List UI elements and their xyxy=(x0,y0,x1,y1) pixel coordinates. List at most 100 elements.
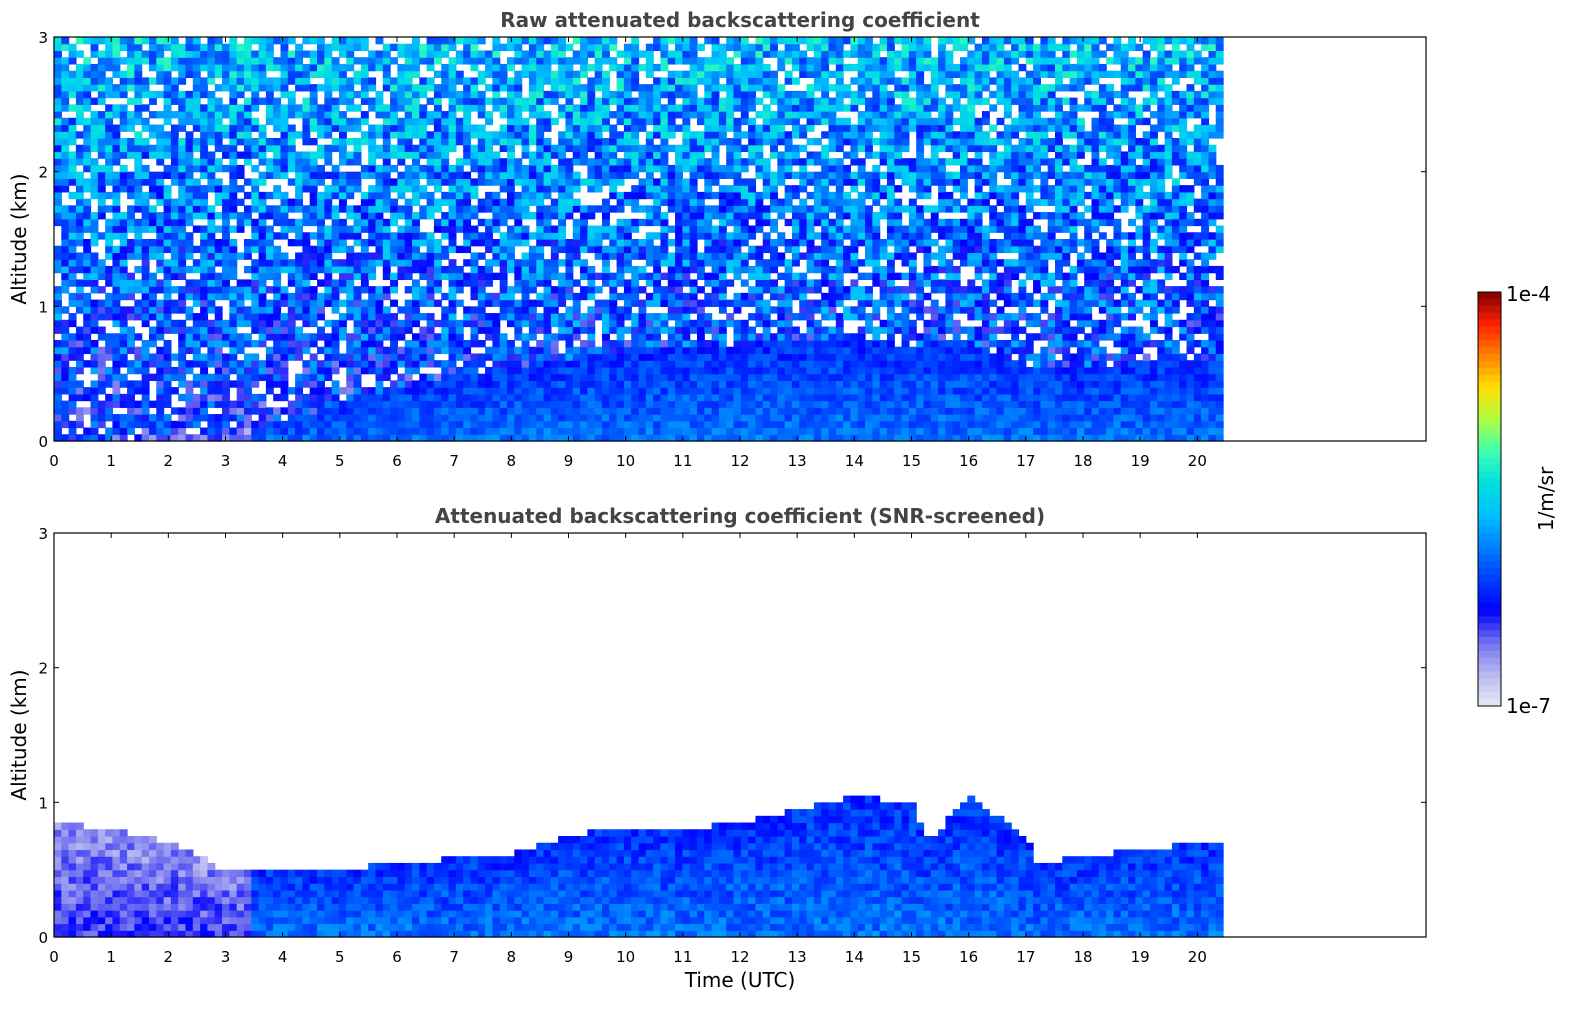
heatmap-cell xyxy=(61,400,70,408)
heatmap-cell xyxy=(492,353,501,361)
heatmap-cell xyxy=(112,84,121,92)
heatmap-cell xyxy=(295,232,304,240)
heatmap-cell xyxy=(317,57,325,65)
heatmap-cell xyxy=(309,104,318,112)
heatmap-cell xyxy=(565,164,574,173)
heatmap-cell xyxy=(631,63,640,72)
heatmap-cell xyxy=(222,164,230,173)
heatmap-cell xyxy=(61,151,70,159)
heatmap-cell xyxy=(368,340,377,348)
heatmap-cell xyxy=(711,400,720,408)
heatmap-cell xyxy=(528,124,537,132)
heatmap-cell xyxy=(229,252,238,260)
heatmap-cell xyxy=(412,171,420,179)
heatmap-cell xyxy=(704,299,713,307)
heatmap-cell xyxy=(485,333,493,341)
heatmap-cell xyxy=(543,191,552,200)
heatmap-cell xyxy=(609,353,618,361)
heatmap-cell xyxy=(565,306,574,314)
heatmap-cell xyxy=(83,138,92,146)
heatmap-cell xyxy=(258,225,267,233)
heatmap-cell xyxy=(485,97,493,105)
heatmap-cell xyxy=(426,171,435,179)
heatmap-cell xyxy=(441,346,450,355)
heatmap-cell xyxy=(200,77,209,85)
heatmap-cell xyxy=(594,306,603,314)
heatmap-cell xyxy=(127,43,135,52)
heatmap-cell xyxy=(499,427,508,435)
heatmap-cell xyxy=(229,333,238,341)
heatmap-cell xyxy=(477,292,486,301)
heatmap-cell xyxy=(119,37,128,45)
heatmap-cell xyxy=(360,346,369,355)
heatmap-cell xyxy=(273,333,282,341)
heatmap-cell xyxy=(331,205,340,213)
heatmap-cell xyxy=(265,57,274,65)
heatmap-cell xyxy=(134,138,143,146)
heatmap-cell xyxy=(426,346,435,355)
heatmap-cell xyxy=(521,265,530,274)
heatmap-cell xyxy=(280,393,289,402)
heatmap-cell xyxy=(682,387,691,395)
heatmap-cell xyxy=(404,239,413,247)
heatmap-cell xyxy=(514,97,523,105)
heatmap-cell xyxy=(543,77,552,85)
heatmap-cell xyxy=(273,279,282,287)
heatmap-cell xyxy=(207,117,216,126)
heatmap-cell xyxy=(265,111,274,119)
heatmap-cell xyxy=(280,77,289,85)
heatmap-cell xyxy=(156,299,165,307)
heatmap-cell xyxy=(83,124,92,132)
heatmap-cell xyxy=(682,373,691,381)
heatmap-cell xyxy=(565,279,574,287)
heatmap-cell xyxy=(587,313,596,321)
heatmap-cell xyxy=(748,407,757,415)
heatmap-cell xyxy=(390,239,399,247)
heatmap-cell xyxy=(470,252,479,260)
heatmap-cell xyxy=(61,90,70,99)
heatmap-cell xyxy=(375,313,384,321)
heatmap-cell xyxy=(200,57,209,65)
heatmap-cell xyxy=(580,84,588,92)
heatmap-cell xyxy=(733,151,742,159)
heatmap-cell xyxy=(536,239,545,247)
heatmap-cell xyxy=(558,393,567,402)
heatmap-cell xyxy=(463,117,472,126)
heatmap-cell xyxy=(353,57,362,65)
heatmap-cell xyxy=(141,77,150,85)
heatmap-cell xyxy=(565,360,574,368)
heatmap-cell xyxy=(667,265,676,274)
heatmap-cell xyxy=(748,380,757,388)
heatmap-cell xyxy=(236,138,245,146)
heatmap-cell xyxy=(441,43,450,52)
heatmap-cell xyxy=(762,245,771,254)
heatmap-cell xyxy=(317,407,325,415)
heatmap-cell xyxy=(280,427,289,435)
heatmap-cell xyxy=(200,111,209,119)
heatmap-cell xyxy=(448,178,457,186)
heatmap-cell xyxy=(623,407,632,415)
heatmap-cell xyxy=(631,427,640,435)
heatmap-cell xyxy=(653,427,662,435)
heatmap-cell xyxy=(295,218,304,227)
heatmap-cell xyxy=(441,191,450,200)
heatmap-cell xyxy=(156,57,165,65)
heatmap-cell xyxy=(324,252,333,260)
heatmap-cell xyxy=(295,252,304,260)
heatmap-cell xyxy=(696,346,705,355)
heatmap-cell xyxy=(75,326,84,334)
heatmap-cell xyxy=(295,50,304,58)
heatmap-cell xyxy=(499,239,508,247)
heatmap-cell xyxy=(156,63,165,72)
heatmap-cell xyxy=(75,191,84,200)
heatmap-cell xyxy=(112,286,121,294)
heatmap-cell xyxy=(463,158,472,166)
heatmap-cell xyxy=(90,400,99,408)
heatmap-cell xyxy=(251,420,260,429)
heatmap-cell xyxy=(740,50,749,58)
heatmap-cell xyxy=(492,259,501,267)
heatmap-cell xyxy=(404,434,413,442)
heatmap-cell xyxy=(638,124,647,132)
heatmap-cell xyxy=(667,198,676,206)
heatmap-cell xyxy=(353,299,362,307)
